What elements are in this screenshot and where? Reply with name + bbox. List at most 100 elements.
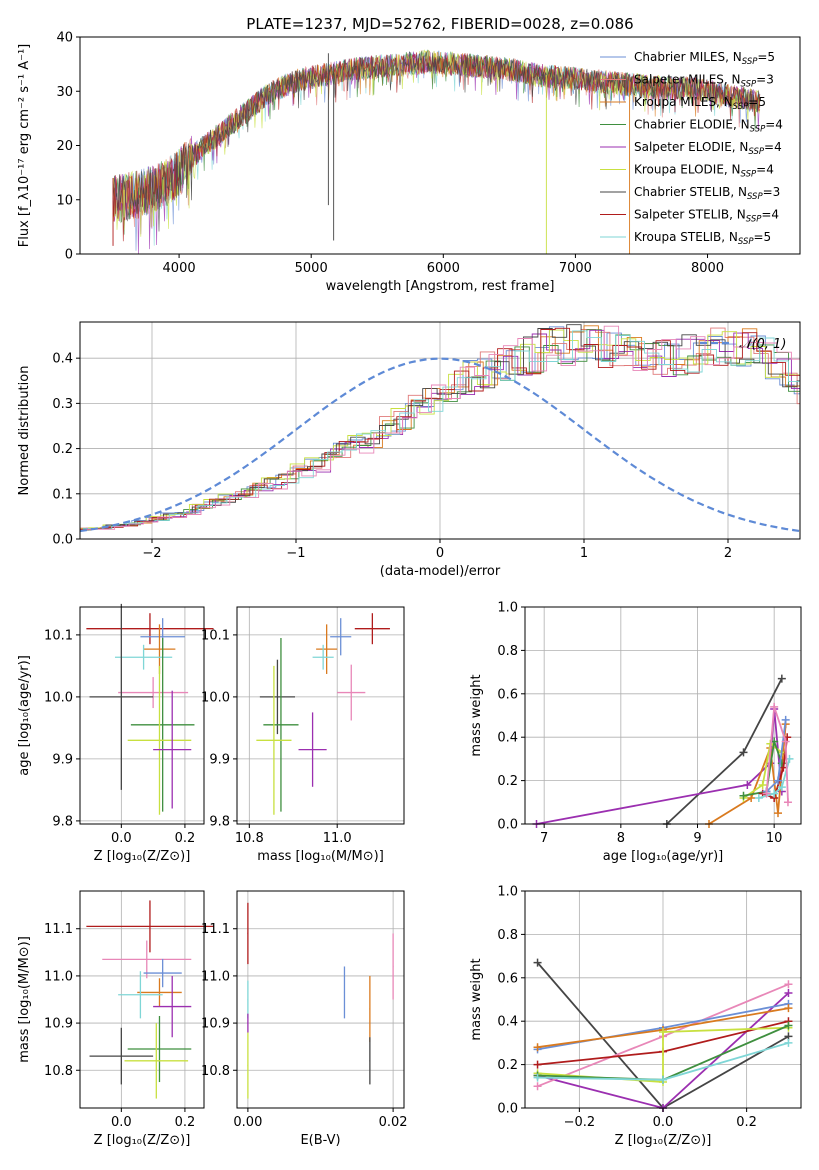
y-tick-label: 20 <box>56 139 73 154</box>
x-axis-label: Z [log₁₀(Z/Z⊙)] <box>615 1133 712 1148</box>
weight-marker <box>533 1073 542 1082</box>
weight-marker <box>777 674 786 683</box>
weight-marker <box>758 780 767 789</box>
x-axis-label: age [log₁₀(age/yr)] <box>603 849 724 864</box>
x-tick-label: 7 <box>540 831 548 846</box>
x-tick-label: 5000 <box>295 261 328 276</box>
axes-frame <box>236 606 405 825</box>
axes-panel-mass-vs-Z: 0.0 0.2 10.8 10.9 11.0 11.1 Z [log₁₀(Z/Z⊙)] mas… <box>17 890 214 1148</box>
spectrum-lines <box>112 49 761 254</box>
y-tick-label: 40 <box>56 31 73 46</box>
y-tick-label: 11.1 <box>44 922 73 937</box>
x-tick-label: −0.2 <box>564 1115 596 1130</box>
axes-panel-mass-vs-EBV: 0.00 0.02 10.8 10.9 11.0 11.1 E(B-V) <box>201 890 408 1148</box>
histogram-series <box>82 330 800 530</box>
y-tick-label: 0.3 <box>52 397 73 412</box>
weight-marker <box>743 780 752 789</box>
weight-marker <box>783 798 792 807</box>
y-tick-label: 10.9 <box>201 1017 230 1032</box>
spectrum-series <box>112 51 760 232</box>
weight-marker <box>781 737 790 746</box>
y-axis-label: age [log₁₀(age/yr)] <box>17 655 32 776</box>
x-tick-label: 9 <box>693 831 701 846</box>
y-tick-label: 11.0 <box>201 969 230 984</box>
histogram-steps <box>80 324 800 533</box>
x-tick-label: 0.0 <box>111 1115 132 1130</box>
legend-entry: Chabrier MILES, NSSP=5 <box>634 50 775 67</box>
legend-entry: Kroupa ELODIE, NSSP=4 <box>634 163 774 180</box>
legend-entry: Salpeter MILES, NSSP=3 <box>634 73 774 90</box>
x-tick-label: 0.2 <box>736 1115 757 1130</box>
plot-layer: 4000 5000 6000 7000 8000010203040wavelength … <box>17 31 802 1148</box>
x-tick-label: 0.02 <box>379 1115 408 1130</box>
y-tick-label: 1.0 <box>497 601 518 616</box>
weight-marker <box>659 1028 667 1037</box>
weight-marker <box>533 1060 542 1069</box>
legend-entry: Kroupa MILES, NSSP=5 <box>634 95 766 112</box>
y-tick-label: 10.0 <box>44 690 73 705</box>
y-tick-label: 10.9 <box>44 1017 73 1032</box>
weight-marker <box>762 789 771 798</box>
y-tick-label: 0.2 <box>497 774 518 789</box>
x-tick-label: 8 <box>617 831 625 846</box>
histogram-series <box>80 326 800 531</box>
weight-marker <box>533 958 542 967</box>
x-tick-label: 2 <box>724 546 732 561</box>
weight-marker <box>770 789 779 798</box>
weight-marker <box>784 1038 793 1047</box>
spectrum-series <box>112 50 761 228</box>
x-axis-label: mass [log₁₀(M/M⊙)] <box>257 849 384 864</box>
x-tick-label: 10 <box>766 831 783 846</box>
legend-entry: Salpeter ELODIE, NSSP=4 <box>634 140 782 157</box>
y-tick-label: 0.6 <box>497 971 518 986</box>
y-tick-label: 0 <box>65 248 73 263</box>
y-tick-label: 10.8 <box>201 1064 230 1079</box>
weight-marker <box>784 988 793 997</box>
x-axis-label: (data-model)/error <box>380 564 501 579</box>
y-axis-label: Flux [f_λ10⁻¹⁷ erg cm⁻² s⁻¹ A⁻¹] <box>17 44 32 248</box>
y-tick-label: 0.6 <box>497 687 518 702</box>
axes-frame <box>79 606 205 825</box>
y-tick-label: 0.0 <box>497 1102 518 1117</box>
axes-panel-spectrum: 4000 5000 6000 7000 8000 0 10 20 30 40 wavelength … <box>17 31 801 294</box>
y-axis-label: mass weight <box>469 958 484 1040</box>
weight-marker <box>533 1043 542 1052</box>
weight-marker <box>770 702 779 711</box>
x-tick-label: 0.0 <box>653 1115 674 1130</box>
x-tick-label: 0.00 <box>233 1115 262 1130</box>
y-tick-label: 0.1 <box>52 487 73 502</box>
y-tick-label: 0.4 <box>497 1015 518 1030</box>
axes-panel-mass-weight-vs-Z: −0.2 0.0 0.2 0.0 0.2 0.4 0.6 0.8 1.0 Z [log₁₀(Z/Z… <box>469 885 802 1148</box>
y-tick-label: 0.2 <box>497 1058 518 1073</box>
spectrum-legend: Chabrier MILES, NSSP=5 Salpeter MILES, NS… <box>600 50 783 247</box>
weight-marker <box>774 776 782 785</box>
histogram-series <box>85 329 800 529</box>
x-tick-label: −1 <box>286 546 305 561</box>
legend-entry: 𝒩(0, 1) <box>739 337 786 352</box>
y-tick-label: 9.9 <box>209 752 230 767</box>
axes-panel-age-vs-Z: 0.0 0.2 9.8 9.9 10.0 10.1 Z [log₁₀(Z/Z⊙)] age [… <box>17 603 214 864</box>
y-tick-label: 30 <box>56 85 73 100</box>
y-tick-label: 0.4 <box>52 352 73 367</box>
x-tick-label: −2 <box>142 546 161 561</box>
y-tick-label: 9.8 <box>209 814 230 829</box>
weight-marker <box>777 783 786 792</box>
legend-entry: Chabrier STELIB, NSSP=3 <box>634 185 780 202</box>
axes-frame <box>524 606 802 825</box>
histogram-series <box>85 325 800 530</box>
axes-panel-residual-histogram: −2 −1 0 1 2 0.0 0.1 0.2 0.3 0.4 (data-model)/error… <box>17 321 801 579</box>
figure-title: PLATE=1237, MJD=52762, FIBERID=0028, z=0… <box>246 15 633 33</box>
x-tick-label: 7000 <box>559 261 592 276</box>
axes-panel-age-vs-mass: 10.8 11.0 9.8 9.9 10.0 10.1 mass [log₁₀(M/M⊙)] <box>201 606 405 864</box>
y-axis-label: mass [log₁₀(M/M⊙)] <box>17 936 32 1063</box>
y-tick-label: 10.0 <box>201 690 230 705</box>
x-axis-label: E(B-V) <box>300 1133 340 1148</box>
y-tick-label: 9.9 <box>52 752 73 767</box>
x-tick-label: 1 <box>580 546 588 561</box>
weight-line <box>743 741 783 797</box>
x-axis-label: Z [log₁₀(Z/Z⊙)] <box>94 849 191 864</box>
y-tick-label: 11.0 <box>44 969 73 984</box>
weight-marker <box>781 715 790 724</box>
weight-marker <box>784 1004 793 1013</box>
y-tick-label: 0.0 <box>52 533 73 548</box>
